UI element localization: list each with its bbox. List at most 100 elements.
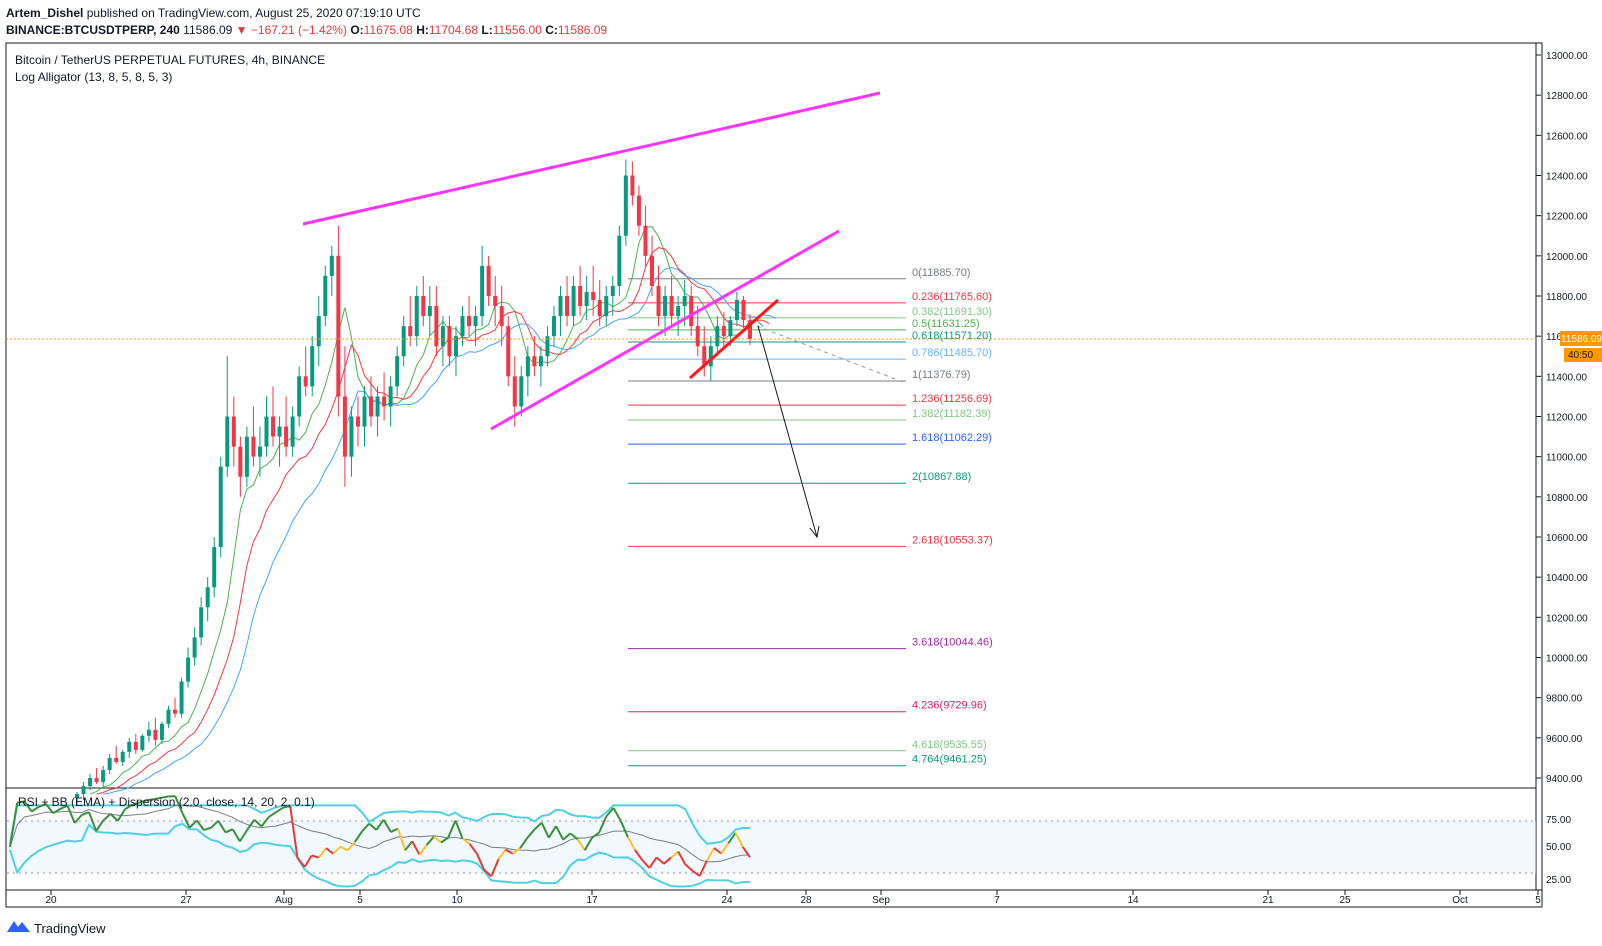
alligator-lines bbox=[89, 226, 777, 795]
wedge-lower-trendline[interactable] bbox=[490, 229, 840, 431]
rsi-line-segment bbox=[318, 847, 327, 859]
price-tick-label: 10600.00 bbox=[1546, 533, 1588, 544]
candle-body bbox=[702, 346, 707, 367]
candle-body bbox=[440, 326, 445, 347]
candle-body bbox=[179, 681, 184, 714]
candle-body bbox=[741, 300, 746, 321]
candle-body bbox=[199, 607, 204, 638]
candle-body bbox=[708, 346, 713, 367]
fib-level-label: 0.618(11571.20) bbox=[912, 330, 992, 342]
fib-level-label: 4.764(9461.25) bbox=[912, 754, 987, 766]
price-tick-label: 12600.00 bbox=[1546, 131, 1588, 142]
fib-level-label: 2(10867.88) bbox=[912, 471, 971, 483]
candle-body bbox=[584, 291, 589, 307]
rsi-tick-label: 50.00 bbox=[1546, 842, 1571, 853]
candle-body bbox=[336, 255, 341, 397]
candle-body bbox=[669, 296, 674, 317]
rsi-line-segment bbox=[17, 800, 25, 804]
price-chart[interactable]: 13000.00 12800.00 12600.00 12400.00 12200.00… bbox=[0, 0, 1602, 908]
candle-body bbox=[212, 547, 217, 588]
price-tick-label: 12800.00 bbox=[1546, 91, 1588, 102]
rsi-line-segment bbox=[311, 854, 320, 859]
candle-body bbox=[480, 265, 485, 317]
down-arrow-icon: ▼ bbox=[235, 23, 248, 37]
candle-body bbox=[114, 757, 119, 762]
candle-body bbox=[578, 285, 583, 307]
rsi-line-segment bbox=[303, 854, 313, 868]
rsi-line-segment bbox=[116, 808, 126, 822]
price-tick-label: 9800.00 bbox=[1546, 694, 1583, 705]
rsi-line-segment bbox=[138, 799, 147, 804]
candle-body bbox=[630, 175, 635, 196]
rsi-line-segment bbox=[411, 840, 421, 856]
candle-body bbox=[388, 386, 393, 407]
author-name[interactable]: Artem_Dishel bbox=[6, 6, 84, 20]
rsi-line-segment bbox=[45, 803, 54, 814]
time-tick-label: 28 bbox=[800, 895, 812, 906]
candle-body bbox=[597, 300, 602, 317]
rsi-band-fill bbox=[7, 821, 1536, 873]
rsi-indicator bbox=[9, 795, 751, 888]
indicator-legend[interactable]: Log Alligator (13, 8, 5, 8, 5, 3) bbox=[15, 70, 172, 84]
candle-body bbox=[623, 175, 628, 236]
fib-level-label: 0.5(11631.25) bbox=[912, 318, 980, 330]
fib-level-label: 0(11885.70) bbox=[912, 267, 971, 279]
rsi-line-segment bbox=[569, 832, 579, 841]
time-tick-label: 5 bbox=[1535, 895, 1541, 906]
open-label: O: bbox=[350, 23, 364, 37]
fib-level-label: 1.382(11182.39) bbox=[912, 408, 991, 420]
chart-header: Artem_Dishel published on TradingView.co… bbox=[0, 0, 1602, 42]
projection-dashed-line[interactable] bbox=[756, 325, 904, 383]
target-arrow[interactable] bbox=[757, 325, 818, 538]
rsi-line-segment bbox=[512, 847, 521, 855]
candle-body bbox=[721, 326, 726, 337]
candle-body bbox=[316, 316, 321, 347]
candle-body bbox=[382, 396, 387, 407]
candle-body bbox=[173, 709, 178, 714]
rsi-line-segment bbox=[663, 856, 672, 865]
rsi-legend[interactable]: RSI + BB (EMA) + Dispersion (2.0, close,… bbox=[18, 795, 315, 809]
fib-level-label: 2.618(10553.37) bbox=[912, 534, 993, 546]
rsi-line-segment bbox=[296, 856, 306, 868]
rsi-line-segment bbox=[533, 821, 543, 831]
rsi-line-segment bbox=[404, 840, 414, 851]
rsi-line-segment bbox=[102, 813, 112, 821]
ohlc-line: BINANCE:BTCUSDTPERP, 240 11586.09 ▼ −167… bbox=[6, 23, 607, 37]
time-tick-label: 7 bbox=[994, 895, 1000, 906]
candle-body bbox=[101, 769, 106, 783]
candle-body bbox=[467, 316, 472, 327]
candle-body bbox=[551, 316, 556, 337]
rsi-line-segment bbox=[260, 816, 270, 828]
fib-level-label: 0.786(11485.70) bbox=[912, 347, 992, 359]
candle-body bbox=[257, 446, 262, 457]
candle-body bbox=[486, 265, 491, 296]
rsi-line-segment bbox=[382, 819, 392, 833]
price-tick-label: 13000.00 bbox=[1546, 51, 1588, 62]
candle-body bbox=[663, 296, 668, 317]
time-tick-label: Sep bbox=[872, 895, 890, 906]
price-tick-label: 11800.00 bbox=[1546, 292, 1587, 303]
candle-body bbox=[545, 336, 550, 357]
candle-body bbox=[401, 326, 406, 357]
candle-body bbox=[205, 587, 210, 608]
wedge-upper-trendline[interactable] bbox=[302, 91, 881, 226]
rsi-line-segment bbox=[627, 836, 636, 851]
rsi-line-segment bbox=[146, 798, 154, 802]
rsi-line-segment bbox=[540, 822, 550, 839]
rsi-line-segment bbox=[332, 845, 342, 855]
time-axis[interactable]: 20 27 Aug 5 10 17 24 28 Sep 7 14 21 25 Oct 5 bbox=[45, 890, 1541, 906]
rsi-line-segment bbox=[174, 795, 184, 814]
candle-body bbox=[649, 255, 654, 286]
rsi-line-segment bbox=[698, 860, 708, 877]
candle-body bbox=[120, 751, 125, 762]
rsi-line-segment bbox=[9, 802, 19, 848]
rsi-line-segment bbox=[634, 849, 644, 861]
price-axis[interactable]: 13000.00 12800.00 12600.00 12400.00 12200.00… bbox=[1536, 51, 1588, 886]
rsi-line-segment bbox=[741, 846, 751, 858]
candle-body bbox=[290, 416, 295, 447]
price-tick-label: 10000.00 bbox=[1546, 654, 1588, 665]
rsi-line-segment bbox=[562, 832, 572, 841]
price-tick-label: 12400.00 bbox=[1546, 172, 1588, 183]
target-arrow-head-icon bbox=[809, 525, 820, 539]
rsi-line-segment bbox=[727, 832, 737, 844]
